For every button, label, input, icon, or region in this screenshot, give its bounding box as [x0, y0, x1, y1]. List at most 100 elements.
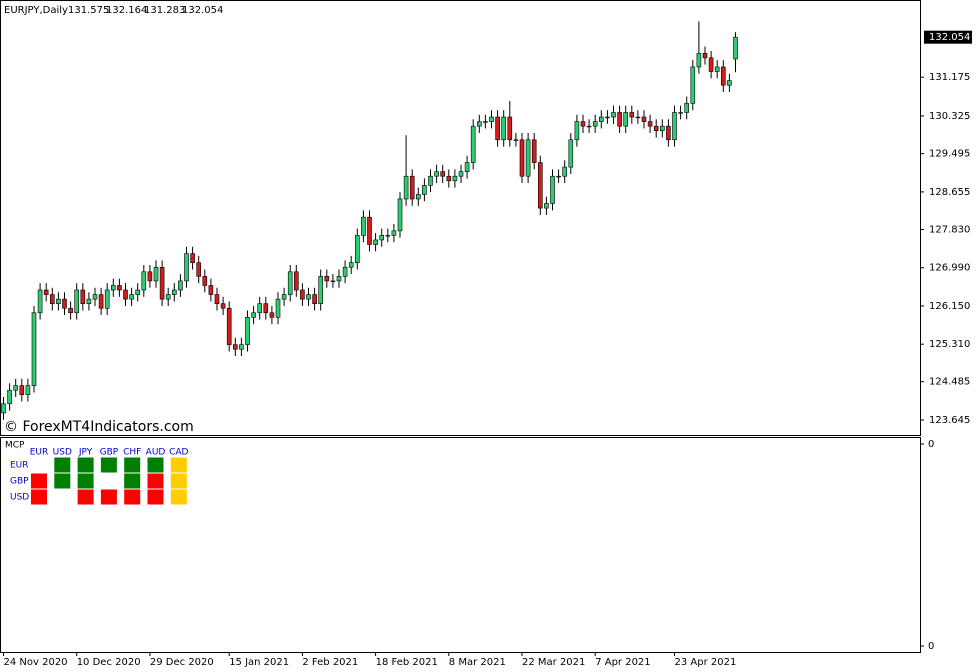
watermark: © ForexMT4Indicators.com [4, 419, 194, 435]
y-tick-label: 128.655 [929, 187, 970, 198]
candle-body [190, 253, 195, 264]
candle-body [696, 53, 702, 68]
ohlc-high: 132.164 [106, 5, 147, 16]
strength-cell [100, 457, 117, 473]
candle-body [483, 121, 488, 123]
ohlc-close: 132.054 [182, 5, 223, 16]
candle-body [165, 294, 171, 300]
candle-body [586, 125, 592, 128]
candle-body [56, 298, 61, 304]
row-label: GBP [10, 477, 29, 487]
candle-body [74, 289, 79, 314]
candle-body [287, 271, 293, 295]
candle-body [245, 317, 250, 345]
candle-body [452, 175, 458, 182]
candle-body [318, 276, 324, 304]
x-tick-label: 24 Nov 2020 [4, 657, 68, 668]
candle-body [489, 116, 494, 122]
candle-body [153, 266, 159, 282]
candle-body [62, 298, 67, 309]
candle-body [1, 403, 6, 414]
candle-body [251, 312, 256, 318]
strength-cell [170, 489, 187, 505]
y-tick-label: 129.495 [929, 149, 970, 160]
column-label: GBP [100, 448, 119, 458]
ohlc-open: 131.575 [68, 5, 109, 16]
candle-body [458, 171, 464, 177]
candle-body [403, 175, 409, 200]
candle-body [111, 285, 116, 291]
candle-body [263, 303, 269, 314]
candle-body [653, 125, 659, 131]
strength-cell [31, 489, 47, 505]
candle-body [43, 289, 49, 295]
candle-body [367, 216, 372, 245]
candle-body [19, 385, 25, 396]
candle-body [385, 235, 391, 237]
y-tick-label: 126.990 [929, 263, 970, 274]
candle-body [428, 175, 433, 186]
candle-body [306, 294, 311, 300]
candle-body [104, 289, 110, 309]
candle-body [37, 289, 43, 314]
candle-body [714, 66, 720, 72]
candle-body [422, 185, 427, 195]
strength-cell [54, 473, 71, 489]
column-label: AUD [146, 448, 166, 458]
candle-body [141, 271, 147, 291]
candle-body [611, 112, 616, 118]
x-tick-label: 2 Feb 2021 [302, 657, 358, 668]
candle-body [13, 385, 18, 391]
candle-body [208, 285, 214, 295]
strength-cell [100, 489, 117, 505]
candle-body [556, 175, 561, 178]
x-tick-label: 22 Mar 2021 [522, 657, 585, 668]
candle-body [617, 112, 622, 127]
candle-body [678, 112, 683, 114]
column-label: CHF [123, 448, 141, 458]
y-tick-label: 125.310 [929, 339, 970, 350]
strength-cell [54, 457, 71, 473]
candle-body [580, 121, 586, 127]
candle-body [440, 171, 446, 177]
candle-body [196, 262, 201, 277]
candle-body [592, 121, 598, 127]
candle-body [312, 294, 317, 304]
candle-body [531, 139, 537, 163]
candle-body [117, 285, 122, 291]
strength-cell [77, 457, 94, 473]
candle-body [373, 239, 378, 245]
column-label: CAD [169, 448, 188, 458]
symbol: EURJPY,Daily [4, 5, 68, 16]
column-label: JPY [78, 448, 93, 458]
indicator-frame [0, 437, 921, 653]
candle-body [293, 271, 299, 291]
candle-body [409, 175, 415, 200]
candle-body [446, 175, 452, 182]
candle-body [220, 303, 226, 309]
strength-cell [124, 457, 141, 473]
candle-body [49, 294, 55, 304]
strength-cell [147, 473, 164, 489]
candle-body [544, 203, 549, 209]
candle-body [550, 175, 555, 204]
candle-body [629, 112, 635, 118]
x-tick-label: 10 Dec 2020 [77, 657, 141, 668]
candle-body [330, 280, 336, 283]
x-tick-label: 8 Mar 2021 [449, 657, 506, 668]
candle-body [727, 80, 732, 86]
candle-body [202, 276, 208, 286]
candle-body [324, 276, 330, 282]
y-tick-label: 123.645 [929, 415, 970, 426]
strength-cell [170, 473, 187, 489]
candle-body [281, 294, 287, 300]
candle-body [391, 230, 397, 236]
candle-body [226, 307, 232, 345]
candle-body [720, 66, 726, 86]
candle-body [184, 253, 189, 282]
candle-body [476, 121, 482, 127]
x-tick-label: 23 Apr 2021 [675, 657, 737, 668]
candle-body [68, 307, 73, 314]
y-tick-label: 127.830 [929, 224, 970, 235]
candle-body [507, 116, 513, 141]
